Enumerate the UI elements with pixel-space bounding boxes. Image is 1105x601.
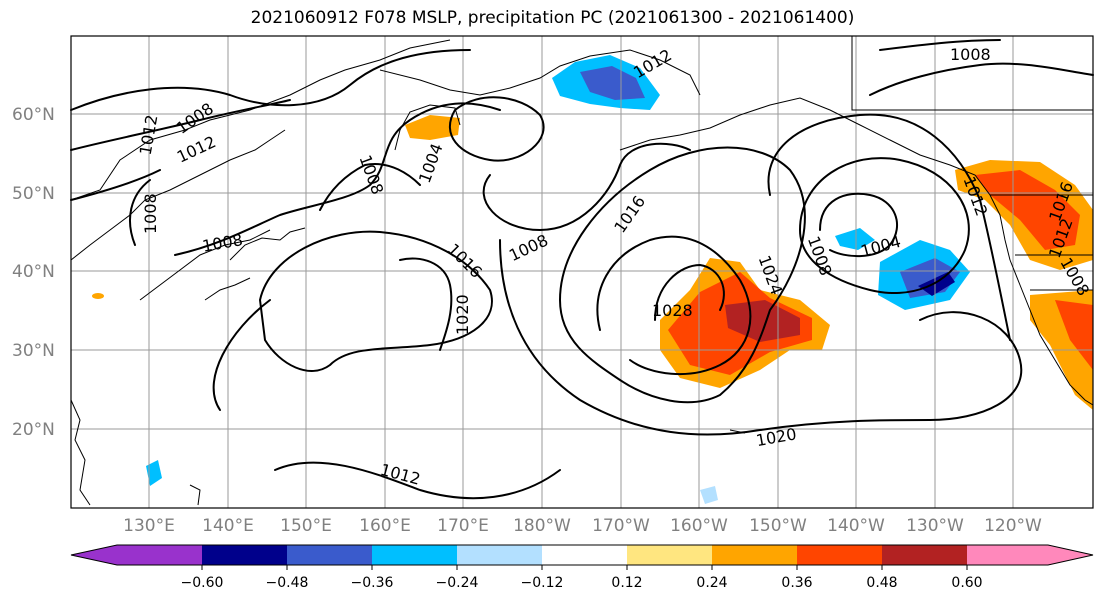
colorbar-segment bbox=[287, 545, 372, 565]
colorbar-label: 0.36 bbox=[781, 575, 812, 591]
lon-label: 170°E bbox=[437, 516, 489, 536]
lon-axis: 130°E 140°E 150°E 160°E 170°E 180°W 170°… bbox=[123, 516, 1042, 536]
colorbar: −0.60 −0.48 −0.36 −0.24 −0.12 0.12 0.24 … bbox=[70, 544, 1094, 591]
colorbar-segment bbox=[712, 545, 797, 565]
lon-label: 180°W bbox=[513, 516, 571, 536]
lon-label: 170°W bbox=[592, 516, 650, 536]
colorbar-segment bbox=[967, 545, 1093, 565]
colorbar-segment bbox=[882, 545, 967, 565]
colorbar-segment bbox=[372, 545, 457, 565]
colorbar-label: −0.36 bbox=[351, 575, 394, 591]
colorbar-segment bbox=[71, 545, 202, 565]
map-title: 2021060912 F078 MSLP, precipitation PC (… bbox=[250, 8, 855, 28]
lon-label: 160°E bbox=[359, 516, 411, 536]
colorbar-segment bbox=[797, 545, 882, 565]
colorbar-segment bbox=[457, 545, 542, 565]
colorbar-label: 0.60 bbox=[951, 575, 982, 591]
colorbar-label: −0.12 bbox=[521, 575, 564, 591]
lon-label: 150°E bbox=[280, 516, 332, 536]
lat-label: 20°N bbox=[12, 420, 55, 440]
lon-label: 130°W bbox=[906, 516, 964, 536]
colorbar-label: −0.60 bbox=[181, 575, 224, 591]
lat-axis: 60°N 50°N 40°N 30°N 20°N bbox=[12, 105, 55, 440]
lat-label: 30°N bbox=[12, 341, 55, 361]
colorbar-label: 0.12 bbox=[611, 575, 642, 591]
lon-label: 120°W bbox=[984, 516, 1042, 536]
isobars bbox=[70, 39, 1094, 500]
map-area: 1008 1012 1008 1012 1004 1008 1008 1008 … bbox=[70, 35, 1094, 509]
precip-shading bbox=[92, 55, 1093, 504]
colorbar-label: 0.48 bbox=[866, 575, 897, 591]
isobar-label: 1020 bbox=[453, 294, 472, 335]
isobar-label: 1008 bbox=[141, 193, 160, 234]
lat-label: 60°N bbox=[12, 105, 55, 125]
precip-negative-gulf bbox=[835, 228, 875, 250]
isobar-label: 1028 bbox=[652, 301, 693, 320]
lat-label: 40°N bbox=[12, 262, 55, 282]
colorbar-segment bbox=[627, 545, 712, 565]
lat-label: 50°N bbox=[12, 184, 55, 204]
colorbar-label: −0.24 bbox=[436, 575, 479, 591]
lon-label: 150°W bbox=[749, 516, 807, 536]
lon-label: 130°E bbox=[123, 516, 175, 536]
colorbar-label: −0.48 bbox=[266, 575, 309, 591]
coastlines bbox=[70, 36, 1094, 506]
map-frame bbox=[70, 35, 1094, 509]
colorbar-segment bbox=[542, 545, 627, 565]
isobar-label: 1008 bbox=[950, 45, 991, 64]
colorbar-segment bbox=[202, 545, 287, 565]
colorbar-ticks bbox=[201, 565, 968, 570]
lon-label: 160°W bbox=[670, 516, 728, 536]
lon-label: 140°E bbox=[202, 516, 254, 536]
colorbar-label: 0.24 bbox=[696, 575, 727, 591]
precip-positive-kamchatka bbox=[405, 115, 460, 140]
lon-label: 140°W bbox=[827, 516, 885, 536]
